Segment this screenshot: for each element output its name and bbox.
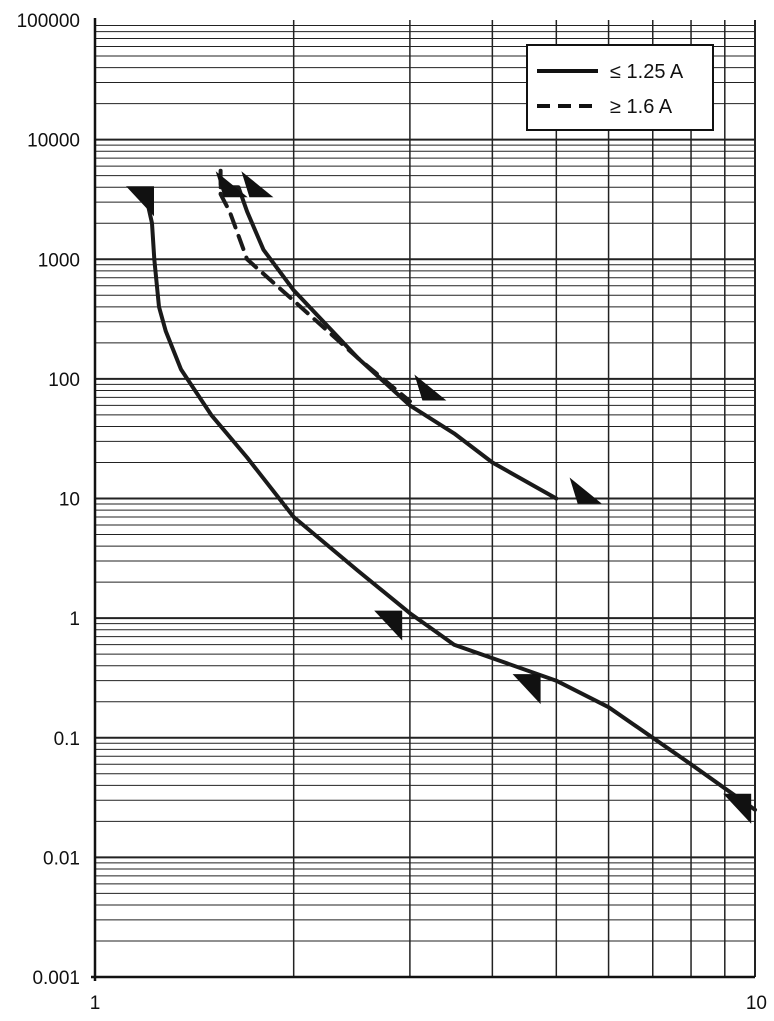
curve-solid xyxy=(218,185,559,501)
x-tick-label: 10 xyxy=(746,993,767,1014)
legend-label-dashed: ≥ 1.6 A xyxy=(610,96,673,118)
x-tick-label: 1 xyxy=(90,993,101,1014)
y-tick-label: 1 xyxy=(69,609,80,630)
legend-box xyxy=(526,44,714,131)
y-tick-label: 10000 xyxy=(27,131,80,152)
y-tick-label: 0.1 xyxy=(54,729,80,750)
y-tick-label: 0.01 xyxy=(43,848,80,869)
curve-dashed xyxy=(218,168,412,404)
curve-marker xyxy=(215,171,248,198)
curves xyxy=(145,168,757,812)
legend: ≤ 1.25 A ≥ 1.6 A xyxy=(526,44,714,131)
curve-marker xyxy=(512,674,541,705)
curve-marker xyxy=(241,171,274,198)
x-tick-labels: 1 10 xyxy=(90,993,767,1014)
curve-marker xyxy=(569,477,602,504)
y-tick-label: 100 xyxy=(48,370,80,391)
y-tick-label: 10 xyxy=(59,490,80,511)
y-tick-labels: 0.001 0.01 0.1 1 10 100 1000 10000 100000 xyxy=(17,11,80,989)
y-tick-label: 1000 xyxy=(38,250,80,271)
curve-marker xyxy=(414,374,447,401)
plot-border xyxy=(91,18,755,981)
curve-solid xyxy=(145,200,757,812)
curve-markers xyxy=(126,171,752,824)
curve-marker xyxy=(723,793,752,824)
legend-label-solid: ≤ 1.25 A xyxy=(610,61,684,83)
curve-marker xyxy=(126,186,154,217)
grid-lines xyxy=(94,20,756,978)
curve-marker xyxy=(374,610,403,641)
y-tick-label: 0.001 xyxy=(32,968,80,989)
y-tick-label: 100000 xyxy=(17,11,80,32)
